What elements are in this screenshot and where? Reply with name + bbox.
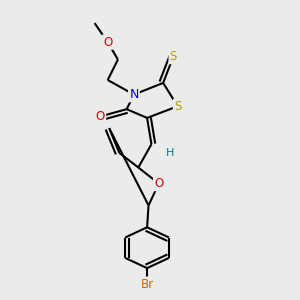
Text: S: S xyxy=(174,100,182,113)
Text: O: O xyxy=(103,36,112,49)
Text: O: O xyxy=(154,177,164,190)
Text: H: H xyxy=(166,148,175,158)
Text: H: H xyxy=(166,148,175,158)
Text: O: O xyxy=(96,110,105,123)
Text: S: S xyxy=(169,50,177,63)
Text: Br: Br xyxy=(140,278,154,291)
Text: N: N xyxy=(129,88,139,101)
